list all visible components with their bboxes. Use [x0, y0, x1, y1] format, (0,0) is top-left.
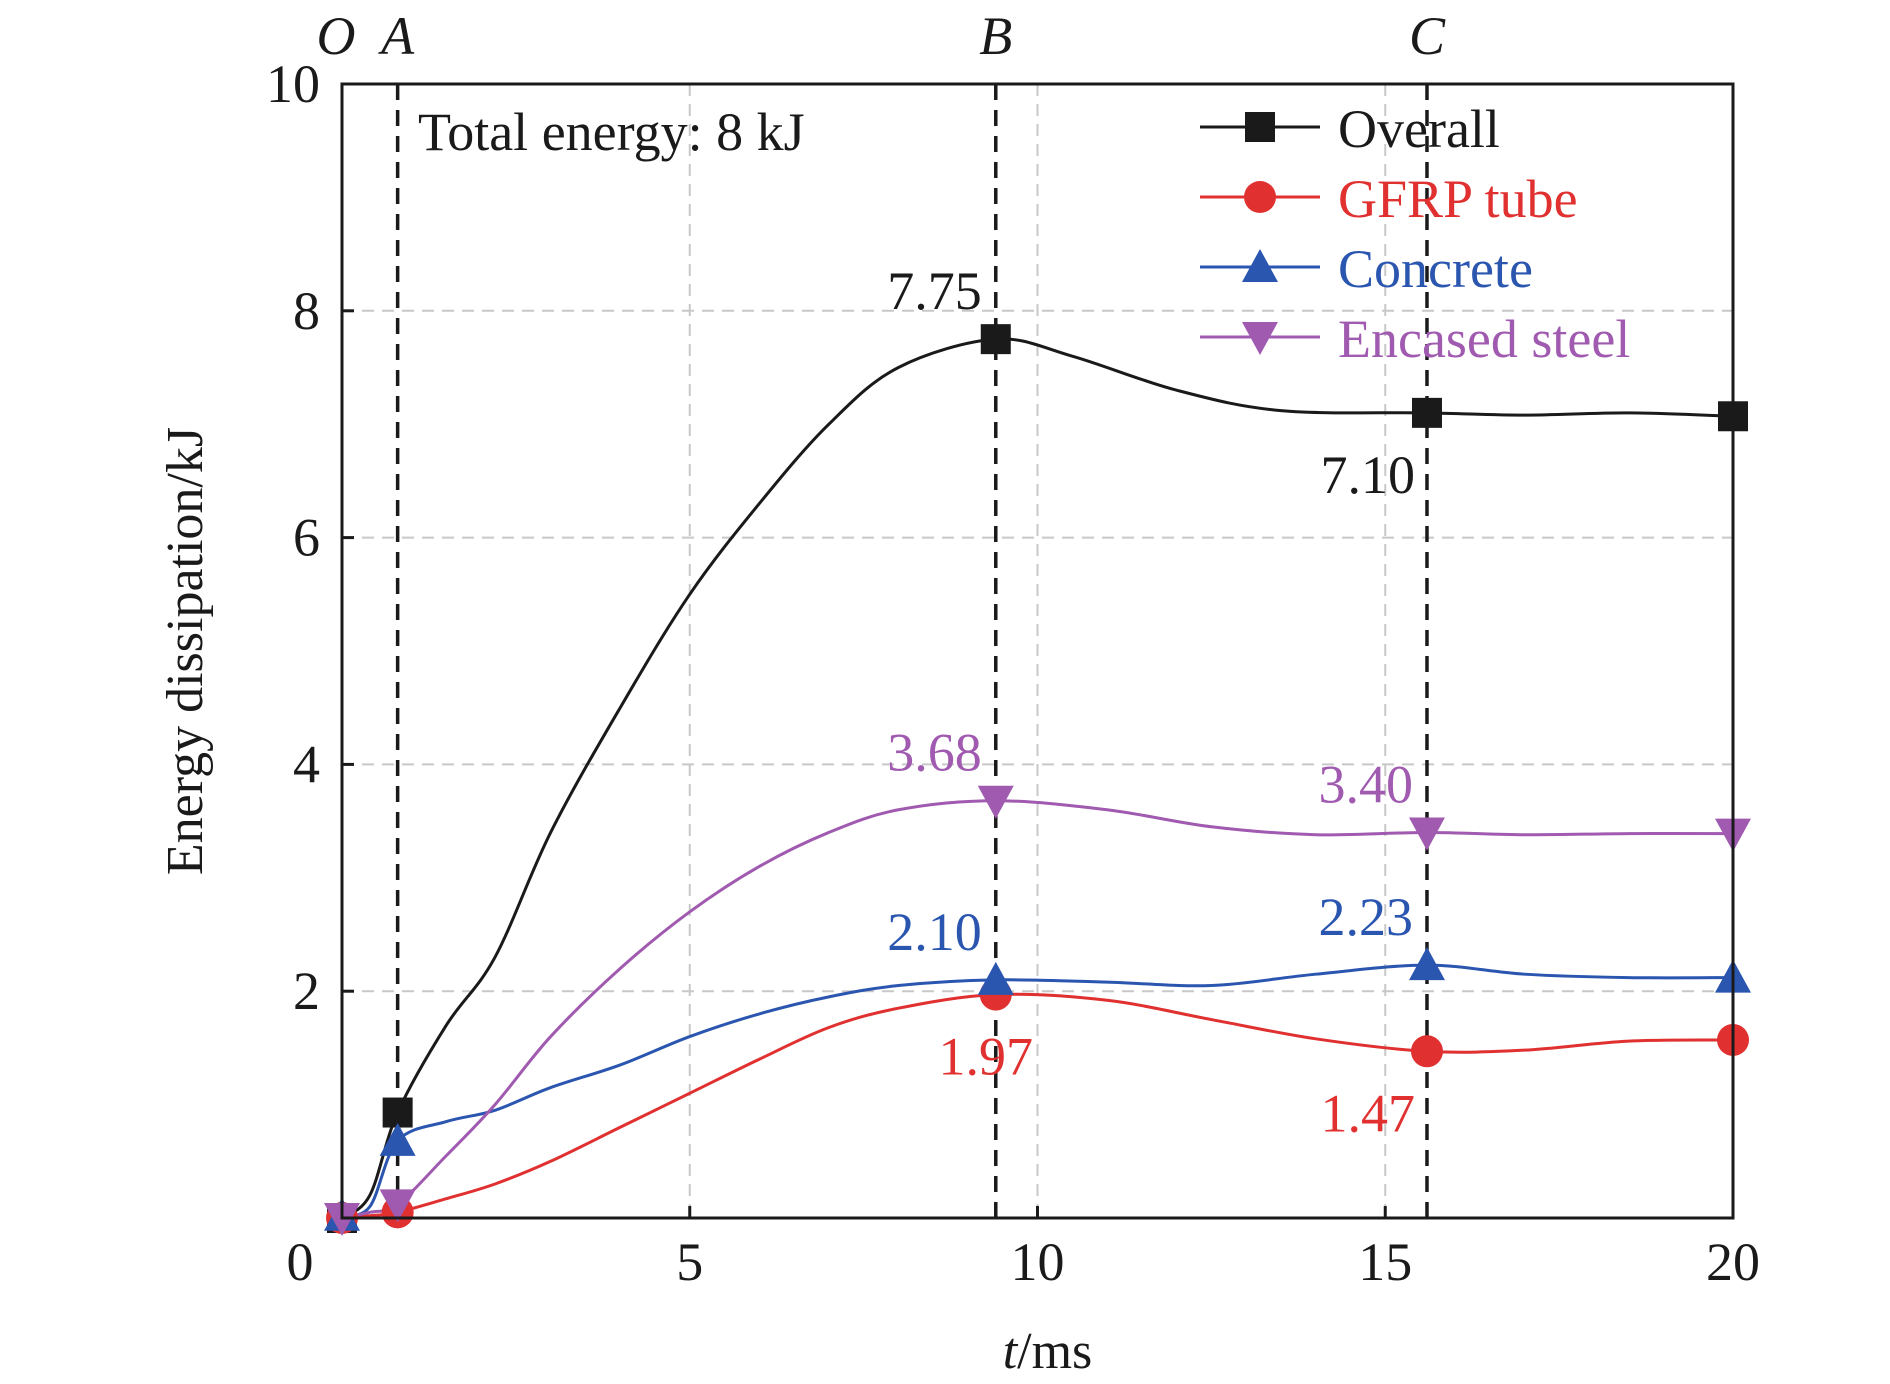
- data-point-encased-steel-1: [379, 1189, 416, 1223]
- data-point-overall-3: [1411, 397, 1442, 428]
- legend-label-overall: Overall: [1338, 99, 1500, 159]
- marker-label-c: C: [1409, 6, 1446, 66]
- data-point-concrete-1: [379, 1122, 416, 1156]
- x-axis-label-unit: /ms: [1017, 1323, 1092, 1380]
- x-tick-label-20: 20: [1706, 1232, 1760, 1292]
- marker-label-b: B: [979, 6, 1012, 66]
- data-point-gfrp-tube-3: [1410, 1035, 1443, 1068]
- y-tick-label-2: 2: [293, 961, 320, 1021]
- legend: Overall GFRP tube Concrete Encased steel: [1200, 99, 1630, 369]
- grid: [342, 84, 1733, 1218]
- data-label-concrete-2-23: 2.23: [1318, 887, 1413, 947]
- y-tick-label-8: 8: [293, 281, 320, 341]
- legend-item-overall: Overall: [1200, 99, 1500, 159]
- data-label-overall-7-10: 7.10: [1320, 445, 1415, 505]
- data-point-overall-2: [980, 324, 1011, 355]
- legend-item-concrete: Concrete: [1200, 239, 1533, 299]
- series-lines: [341, 337, 1734, 1220]
- data-point-overall-1: [382, 1097, 413, 1128]
- legend-label-concrete: Concrete: [1338, 239, 1533, 299]
- legend-marker-overall: [1245, 112, 1275, 142]
- x-axis-label-variable: t: [1003, 1323, 1019, 1380]
- series-line-gfrp-tube: [341, 992, 1734, 1220]
- data-point-concrete-2: [977, 961, 1014, 995]
- total-energy-annotation: Total energy: 8 kJ: [418, 102, 805, 162]
- legend-marker-gfrp-tube: [1244, 181, 1276, 213]
- x-tick-label-5: 5: [676, 1232, 703, 1292]
- y-tick-label-6: 6: [293, 508, 320, 568]
- data-point-encased-steel-3: [1408, 817, 1445, 851]
- series-line-concrete: [341, 963, 1734, 1218]
- x-tick-label-15: 15: [1358, 1232, 1412, 1292]
- legend-item-gfrp-tube: GFRP tube: [1200, 169, 1578, 229]
- legend-item-encased-steel: Encased steel: [1200, 309, 1630, 369]
- x-tick-label-0: 0: [287, 1232, 314, 1292]
- marker-label-a: A: [378, 6, 415, 66]
- x-axis-label: t/ms: [1003, 1323, 1093, 1380]
- y-tick-label-4: 4: [293, 734, 320, 794]
- data-label-encased-steel-3-68: 3.68: [887, 723, 982, 783]
- series-line-encased-steel: [341, 799, 1734, 1220]
- x-tick-label-10: 10: [1011, 1232, 1065, 1292]
- y-tick-label-10: 10: [266, 54, 320, 114]
- legend-marker-concrete: [1242, 249, 1278, 282]
- data-label-concrete-2-10: 2.10: [887, 902, 982, 962]
- data-label-gfrp-tube-1-97: 1.97: [939, 1027, 1034, 1087]
- data-point-encased-steel-2: [977, 785, 1014, 819]
- legend-marker-encased-steel: [1242, 322, 1278, 355]
- data-label-overall-7-75: 7.75: [887, 261, 982, 321]
- y-axis-label: Energy dissipation/kJ: [157, 427, 214, 875]
- marker-label-o: O: [317, 6, 356, 66]
- data-labels: 7.75 7.10 3.68 3.40 2.10 2.23 1.97 1.47: [887, 261, 1415, 1143]
- data-label-encased-steel-3-40: 3.40: [1318, 754, 1413, 814]
- legend-label-gfrp-tube: GFRP tube: [1338, 169, 1578, 229]
- series-points: [324, 324, 1751, 1236]
- data-label-gfrp-tube-1-47: 1.47: [1320, 1083, 1415, 1143]
- data-point-concrete-3: [1408, 947, 1445, 981]
- axes: 0 5 10 15 20 2 4 6 8 10: [266, 54, 1760, 1292]
- legend-label-encased-steel: Encased steel: [1338, 309, 1630, 369]
